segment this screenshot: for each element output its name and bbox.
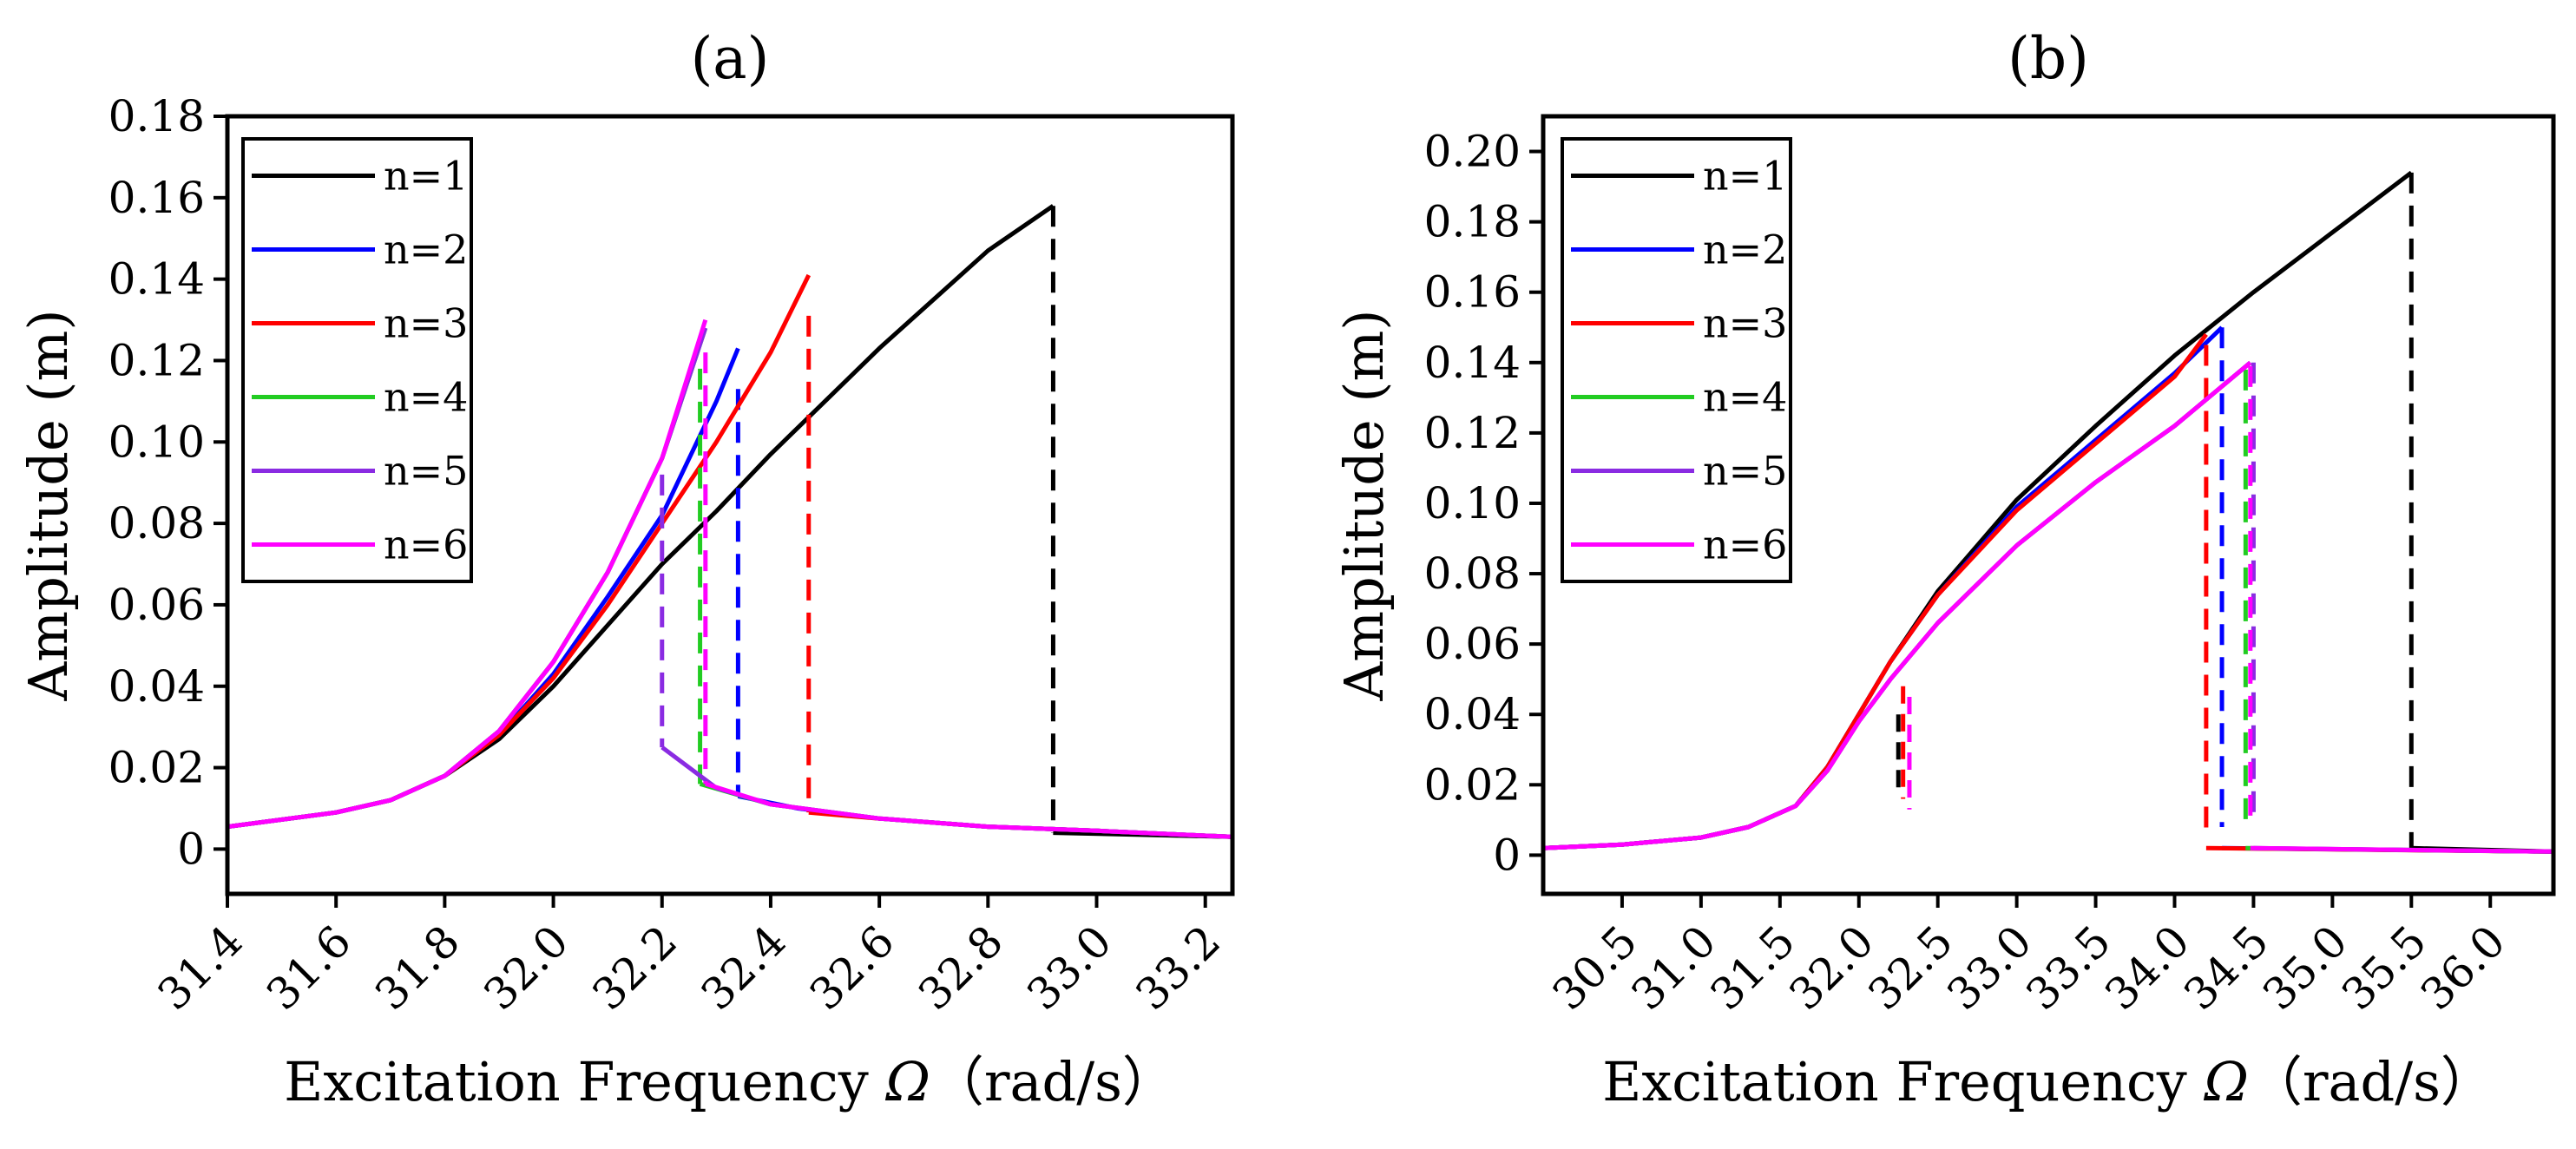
chart-panel-a: (a) 0 0.02 0.04 0.06 0.08 0.10 0.12 0.14 0.16 0.18… [16,25,1235,1113]
series-n=4-lower-branch [699,781,1232,839]
y-tick-label: 0.18 [1424,197,1521,247]
y-tick-label: 0.08 [108,498,205,548]
x-tick-label: 31.6 [257,916,361,1020]
series-n=6-lower-branch [705,781,1232,839]
legend-box [241,137,473,583]
series-n=2-lower-branch [737,793,1232,839]
x-tick-label: 30.5 [1543,916,1647,1020]
y-tick-label: 0.06 [1424,619,1521,669]
x-axis-label-unit: （rad/s） [930,1050,1176,1113]
panel-title: (a) [691,25,770,92]
y-tick-label: 0.20 [1424,127,1521,177]
x-tick-label: 36.0 [2411,916,2515,1020]
legend-label-n=4: n=4 [384,374,468,421]
panel-title: (b) [2008,25,2089,92]
x-tick-label: 33.0 [1937,916,2041,1020]
y-tick-label: 0.14 [108,254,205,305]
x-tick-label: 31.0 [1622,916,1726,1020]
x-tick-label: 32.8 [909,916,1013,1020]
y-tick-label: 0 [177,824,205,874]
y-tick-label: 0.10 [108,417,205,467]
plot-frame [225,114,1235,896]
legend-label-n=1: n=1 [384,153,468,200]
legend-label-n=2: n=2 [1703,227,1787,273]
y-tick-label: 0.08 [1424,548,1521,599]
x-axis-label-text: Excitation Frequency [284,1050,885,1113]
y-tick-label: 0 [1493,830,1521,880]
x-axis-label-text: Excitation Frequency [1602,1050,2204,1113]
x-tick-label: 35.0 [2253,916,2357,1020]
x-tick-label: 32.0 [474,916,578,1020]
legend-label-n=6: n=6 [1703,522,1787,568]
x-axis-label: Excitation Frequency Ω（rad/s） [284,1050,1176,1113]
y-tick-label: 0.02 [108,743,205,793]
y-tick-label: 0.10 [1424,478,1521,529]
y-tick-label: 0.18 [108,91,205,141]
series-n=6-upper-branch [1543,360,2252,850]
x-tick-label: 32.6 [800,916,904,1020]
plot-area [227,204,1232,839]
x-tick-label: 32.5 [1858,916,1962,1020]
legend-label-n=5: n=5 [1703,448,1787,495]
y-tick-label: 0.12 [1424,408,1521,458]
x-tick-label: 32.2 [583,916,687,1020]
x-tick-label: 31.5 [1701,916,1805,1020]
x-axis-label: Excitation Frequency Ω（rad/s） [1602,1050,2494,1113]
y-tick-label: 0.04 [1424,689,1521,739]
x-tick-label: 33.5 [2016,916,2120,1020]
legend-label-n=3: n=3 [384,300,468,347]
y-tick-label: 0.14 [1424,338,1521,388]
legend-label-n=4: n=4 [1703,374,1787,421]
legend-label-n=2: n=2 [384,227,468,273]
y-axis-label: Amplitude (m) [1332,309,1396,701]
x-tick-label: 33.0 [1017,916,1121,1020]
legend-box [1561,137,1792,583]
x-tick-label: 35.5 [2332,916,2436,1020]
plot-area [1543,170,2553,854]
legend-label-n=1: n=1 [1703,153,1787,200]
plot-frame [1541,114,2556,896]
y-tick-label: 0.06 [108,580,205,630]
x-tick-label: 34.5 [2174,916,2278,1020]
legend: n=1 n=2 n=3 n=4 n=5 n=6 [241,137,473,583]
x-axis-label-symbol: Ω [885,1050,930,1113]
legend-label-n=5: n=5 [384,448,468,495]
legend-label-n=3: n=3 [1703,300,1787,347]
x-tick-label: 32.0 [1780,916,1884,1020]
x-tick-label: 32.4 [692,916,796,1020]
y-tick-label: 0.04 [108,661,205,712]
series-n=6-lower-branch [2250,845,2553,854]
chart-panel-b: (b) 0 0.02 0.04 0.06 0.08 0.10 0.12 0.14 0.16 0.18… [1332,25,2556,1113]
y-tick-label: 0.16 [108,173,205,223]
x-tick-label: 31.4 [148,916,253,1020]
x-tick-label: 31.8 [365,916,470,1020]
legend: n=1 n=2 n=3 n=4 n=5 n=6 [1561,137,1792,583]
y-tick-label: 0.02 [1424,759,1521,810]
y-axis-label: Amplitude (m) [16,309,80,701]
x-tick-label: 34.0 [2095,916,2199,1020]
x-axis-label-symbol: Ω [2204,1050,2249,1113]
x-axis-label-unit: （rad/s） [2249,1050,2494,1113]
y-tick-label: 0.16 [1424,267,1521,318]
legend-label-n=6: n=6 [384,522,468,568]
y-tick-label: 0.12 [108,335,205,385]
x-tick-label: 33.2 [1126,916,1230,1020]
series-n=6-upper-branch [227,318,708,830]
